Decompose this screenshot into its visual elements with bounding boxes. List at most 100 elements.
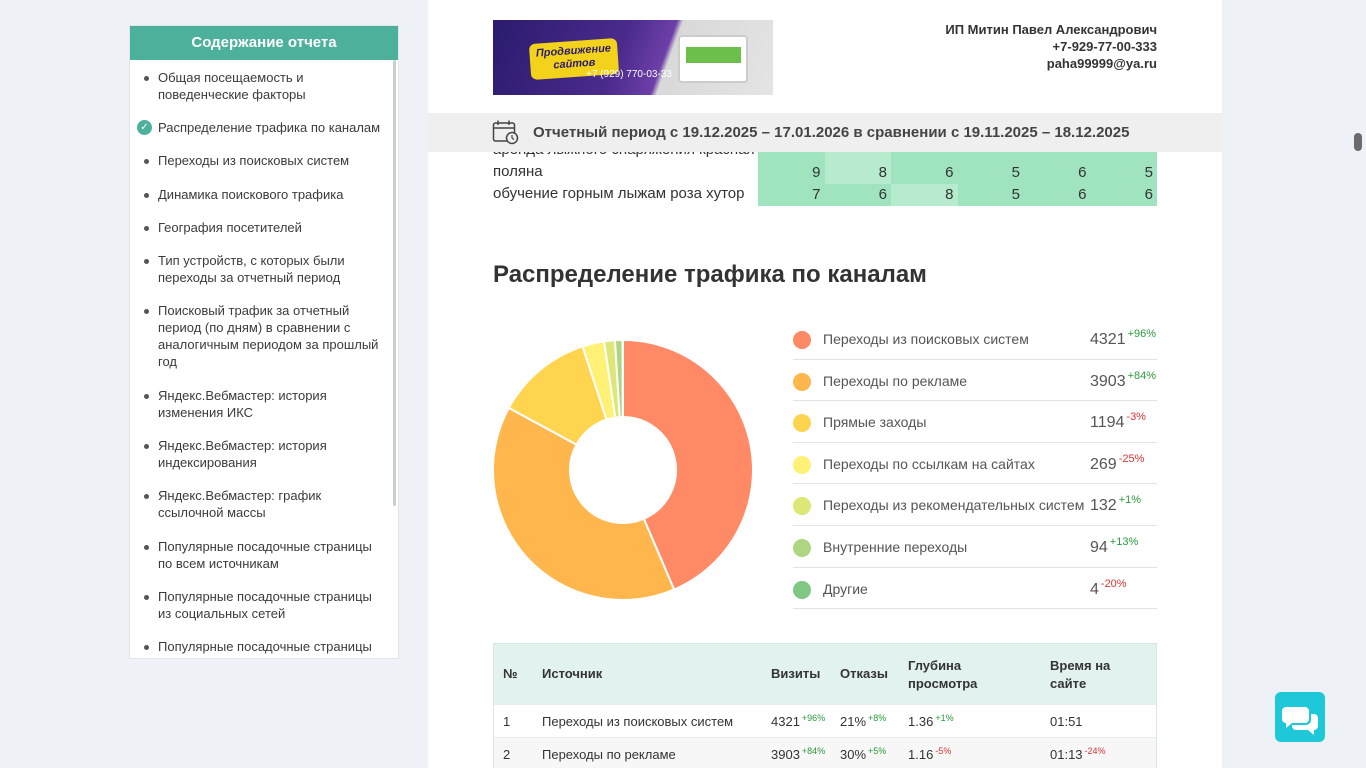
cell-time: 01:13 -24% <box>1050 746 1106 762</box>
sidebar-item-label: Общая посещаемость и поведенческие факто… <box>158 70 306 102</box>
legend-label: Другие <box>823 580 868 597</box>
legend-item: Переходы из поисковых систем 4321 +96% <box>793 318 1157 360</box>
legend-item: Внутренние переходы 94 +13% <box>793 526 1157 568</box>
keyword-value-cell: 5 <box>957 152 1024 184</box>
report-period-text: Отчетный период с 19.12.2025 – 17.01.202… <box>533 124 1130 141</box>
cell-time: 01:51 <box>1050 714 1083 729</box>
sidebar-item-label: Распределение трафика по каналам <box>158 120 381 135</box>
cell-bounces: 30% +5% <box>840 746 887 762</box>
page-scrollbar-thumb[interactable] <box>1354 133 1362 151</box>
sidebar-item[interactable]: Популярные посадочные страницы <box>144 638 386 655</box>
traffic-donut-chart <box>492 339 754 601</box>
chart-legend: Переходы из поисковых систем 4321 +96% Пере… <box>793 318 1157 610</box>
donut-slice <box>492 406 676 601</box>
cell-number: 1 <box>503 714 511 729</box>
keyword-value-cell: 5 <box>957 184 1024 206</box>
table-header: № Источник Визиты Отказы Глубина просмот… <box>494 644 1156 704</box>
sidebar-item[interactable]: Яндекс.Вебмастер: история индексирования <box>144 437 386 471</box>
legend-swatch <box>793 497 811 516</box>
sidebar-item[interactable]: География посетителей <box>144 219 386 236</box>
donut-slice <box>622 339 754 591</box>
legend-change: +84% <box>1127 369 1157 382</box>
sidebar-item[interactable]: Популярные посадочные страницы по всем и… <box>144 538 386 572</box>
company-name: ИП Митин Павел Александрович <box>945 22 1157 37</box>
sidebar-item[interactable]: Динамика поискового трафика <box>144 186 386 203</box>
chat-button[interactable] <box>1275 692 1325 742</box>
cell-depth: 1.16 -5% <box>908 746 952 762</box>
chat-icon <box>1282 707 1318 735</box>
cell-time-change: -24% <box>1084 746 1106 756</box>
keyword-value-cell: 8 <box>891 184 958 206</box>
legend-value: 94 +13% <box>1090 535 1139 556</box>
legend-change: +1% <box>1118 494 1142 507</box>
sidebar-item[interactable]: Яндекс.Вебмастер: история изменения ИКС <box>144 387 386 421</box>
legend-swatch <box>793 372 811 391</box>
legend-item: Прямые заходы 1194 -3% <box>793 401 1157 443</box>
sidebar-title: Содержание отчета <box>130 26 398 60</box>
keyword-value-cell: 6 <box>1024 184 1091 206</box>
legend-label: Прямые заходы <box>823 414 927 431</box>
sidebar-item-label: Популярные посадочные страницы <box>158 639 372 654</box>
cell-number: 2 <box>503 747 511 762</box>
legend-item: Другие 4 -20% <box>793 568 1157 610</box>
keyword-value-cell: 9 <box>758 152 825 184</box>
legend-item: Переходы по рекламе 3903 +84% <box>793 360 1157 402</box>
sidebar-item-label: Популярные посадочные страницы из социал… <box>158 589 372 621</box>
legend-value: 4 -20% <box>1090 577 1127 598</box>
keyword-phrase-1-line2: поляна <box>493 163 543 180</box>
sidebar-item-label: Яндекс.Вебмастер: история индексирования <box>158 438 327 470</box>
legend-swatch <box>793 538 811 557</box>
sidebar-item[interactable]: Тип устройств, с которых были переходы з… <box>144 252 386 286</box>
keyword-value-cell: 6 <box>824 184 891 206</box>
legend-change: +13% <box>1109 535 1139 548</box>
legend-swatch <box>793 331 811 349</box>
report-main: Продвижение сайтов +7 (929) 770-03-33 ИП… <box>428 0 1222 768</box>
bullet-icon <box>144 545 149 550</box>
legend-item: Переходы по ссылкам на сайтах 269 -25% <box>793 443 1157 485</box>
bullet-icon <box>144 494 149 499</box>
cell-depth-change: +1% <box>935 713 954 723</box>
bullet-icon <box>144 645 149 650</box>
legend-value: 1194 -3% <box>1090 411 1146 432</box>
cell-visits-change: +96% <box>801 713 826 723</box>
calendar-clock-icon <box>492 120 519 145</box>
cell-bounces-change: +5% <box>868 746 887 756</box>
sidebar-item[interactable]: Общая посещаемость и поведенческие факто… <box>144 69 386 103</box>
sidebar-item-label: Поисковый трафик за отчетный период (по … <box>158 303 379 369</box>
sidebar-item-label: Тип устройств, с которых были переходы з… <box>158 253 345 285</box>
report-contents-sidebar: Содержание отчета Общая посещаемость и п… <box>129 25 399 659</box>
keyword-value-cell: 7 <box>758 184 825 206</box>
sidebar-list: Общая посещаемость и поведенческие факто… <box>130 60 398 658</box>
legend-item: Переходы из рекомендательных систем 132 +1… <box>793 484 1157 526</box>
legend-label: Внутренние переходы <box>823 538 968 555</box>
col-depth: Глубина просмотра <box>908 658 978 691</box>
legend-change: -20% <box>1100 577 1127 590</box>
promo-banner[interactable]: Продвижение сайтов +7 (929) 770-03-33 <box>493 20 773 95</box>
sidebar-item[interactable]: Переходы из поисковых систем <box>144 152 386 169</box>
cell-depth: 1.36 +1% <box>908 713 954 729</box>
legend-label: Переходы по ссылкам на сайтах <box>823 455 1035 472</box>
report-period-bar: Отчетный период с 19.12.2025 – 17.01.202… <box>428 113 1222 152</box>
company-info: ИП Митин Павел Александрович +7-929-77-0… <box>945 21 1157 72</box>
bullet-icon <box>144 444 149 449</box>
sidebar-item[interactable]: ✓ Распределение трафика по каналам <box>137 119 386 136</box>
sidebar-item[interactable]: Популярные посадочные страницы из социал… <box>144 588 386 622</box>
legend-value: 4321 +96% <box>1090 328 1157 348</box>
sidebar-item-label: Популярные посадочные страницы по всем и… <box>158 539 372 571</box>
bullet-icon <box>144 259 149 264</box>
bullet-icon <box>144 309 149 314</box>
col-number: № <box>503 666 518 681</box>
keyword-value-cell: 5 <box>1090 152 1157 184</box>
bullet-icon <box>144 394 149 399</box>
cell-visits: 3903 +84% <box>771 746 826 762</box>
sidebar-scrollbar[interactable] <box>393 60 396 506</box>
legend-change: +96% <box>1127 328 1157 340</box>
legend-value: 269 -25% <box>1090 452 1145 473</box>
tablet-image <box>678 35 748 83</box>
bullet-icon <box>144 595 149 600</box>
bullet-icon <box>144 193 149 198</box>
cell-source: Переходы из поисковых систем <box>542 714 734 729</box>
sidebar-item[interactable]: Яндекс.Вебмастер: график ссылочной массы <box>144 487 386 521</box>
sidebar-item[interactable]: Поисковый трафик за отчетный период (по … <box>144 302 386 370</box>
